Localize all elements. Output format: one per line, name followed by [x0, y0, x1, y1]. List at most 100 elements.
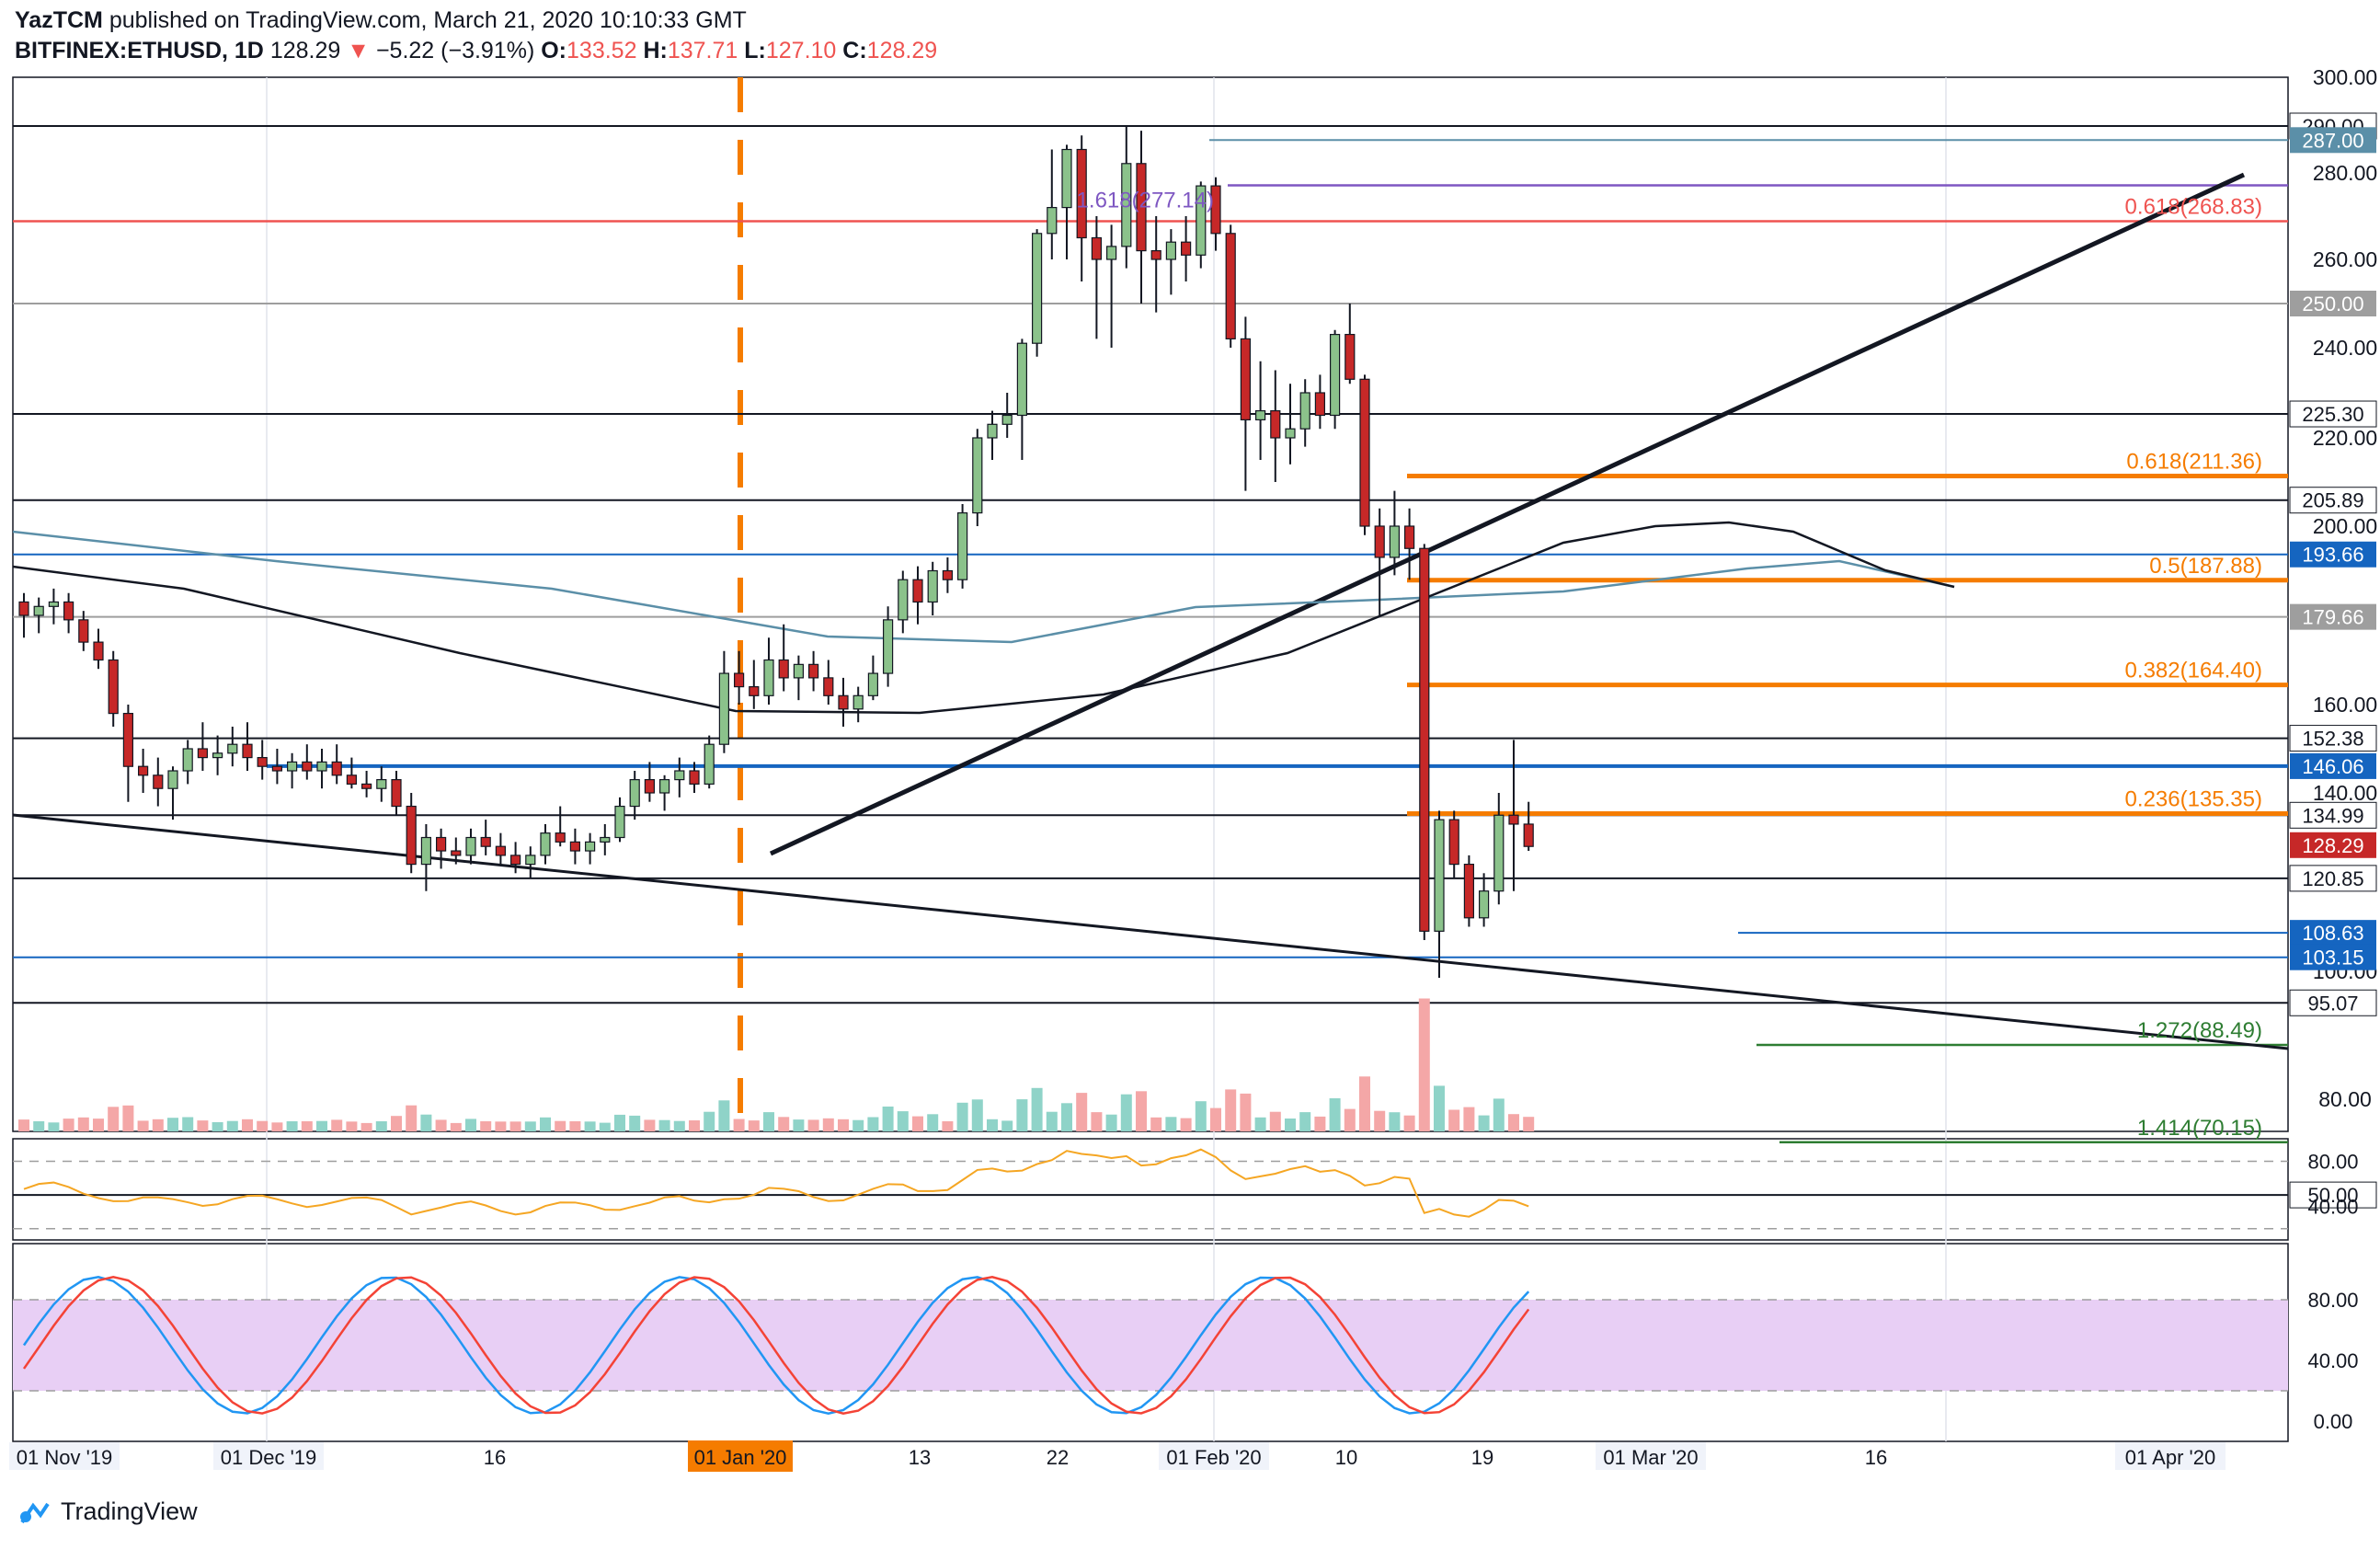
- volume-bar: [1285, 1119, 1296, 1131]
- time-tick-label: 19: [1471, 1446, 1493, 1469]
- footer: TradingView: [17, 1497, 198, 1526]
- candle-body: [376, 778, 387, 789]
- author[interactable]: YazTCM: [15, 7, 103, 33]
- price-tick-label: 300.00: [2313, 65, 2377, 89]
- brand-name[interactable]: TradingView: [61, 1497, 198, 1525]
- candle-body: [78, 619, 89, 643]
- date-bg: [1596, 1442, 1706, 1470]
- price-badge-label: 103.15: [2302, 947, 2363, 970]
- candle-body: [927, 569, 938, 603]
- volume-bar: [540, 1117, 551, 1131]
- price-axis[interactable]: 300.00290.00280.00260.00240.00220.00200.…: [2289, 65, 2377, 1111]
- candle-body: [48, 601, 60, 607]
- candle-body: [1403, 525, 1415, 549]
- stoch-tick-label: 0.00: [2314, 1410, 2353, 1433]
- volume-bar: [867, 1117, 879, 1131]
- volume-bar: [1403, 1115, 1415, 1131]
- stoch-tick-label: 80.00: [2307, 1289, 2358, 1312]
- price-badge-label: 250.00: [2302, 293, 2363, 316]
- date-bg: [9, 1442, 120, 1470]
- publish-line: YazTCM published on TradingView.com, Mar…: [15, 6, 2222, 36]
- price-badge: [2290, 752, 2376, 779]
- volume-bar: [1344, 1108, 1356, 1131]
- candle-body: [540, 832, 551, 856]
- volume-bar: [1434, 1085, 1445, 1131]
- candle-body: [420, 836, 431, 866]
- volume-bar: [480, 1121, 492, 1131]
- volume-bar: [509, 1121, 521, 1131]
- volume-bar: [346, 1121, 358, 1131]
- volume-bar: [1136, 1091, 1147, 1131]
- volume-bar: [137, 1120, 149, 1131]
- volume-bar: [1120, 1094, 1132, 1131]
- volume-bar: [614, 1114, 625, 1131]
- candle-body: [108, 659, 119, 715]
- volume-bar: [1389, 1112, 1401, 1131]
- price-badge: [2289, 487, 2377, 514]
- volume-bar: [942, 1121, 954, 1131]
- candle-body: [406, 805, 417, 866]
- candle-body: [287, 761, 298, 772]
- volume-bar: [316, 1120, 327, 1131]
- volume-bar: [1359, 1076, 1370, 1131]
- rsi-tick-label: 40.00: [2307, 1195, 2358, 1218]
- volume-bar: [182, 1117, 194, 1131]
- price-badge-label: 95.07: [2307, 992, 2358, 1015]
- candle-body: [451, 850, 462, 856]
- volume-bar: [1240, 1093, 1252, 1131]
- volume-bar: [465, 1119, 476, 1131]
- main-pane-frame: [12, 76, 2289, 1132]
- time-tick-label: 01 Apr '20: [2125, 1446, 2215, 1469]
- volume-bar: [897, 1111, 909, 1131]
- fib-label: 0.5(187.88): [2149, 554, 2262, 579]
- volume-bar: [778, 1117, 790, 1131]
- candle-body: [749, 685, 760, 696]
- candle-body: [1493, 814, 1505, 892]
- candle-body: [987, 423, 998, 439]
- volume-bar: [748, 1120, 760, 1131]
- volume-bar: [1180, 1118, 1192, 1131]
- volume-bar: [838, 1119, 849, 1131]
- volume-bar: [167, 1118, 178, 1131]
- volume-bar: [1269, 1111, 1281, 1131]
- volume-bar: [912, 1116, 923, 1131]
- stoch-k-line: [22, 1275, 1530, 1416]
- price-badge: [2289, 400, 2377, 428]
- price-tick-label: 240.00: [2313, 336, 2377, 360]
- time-tick-label: 10: [1335, 1446, 1357, 1469]
- price-badge: [2290, 127, 2376, 154]
- price-badge: [2290, 944, 2376, 970]
- volume-bar: [555, 1120, 566, 1131]
- volume-bar: [375, 1121, 387, 1131]
- symbol[interactable]: BITFINEX:ETHUSD, 1D: [15, 38, 264, 63]
- volume-bar: [406, 1105, 418, 1131]
- candle-body: [1076, 148, 1087, 239]
- time-axis[interactable]: 01 Nov '19 01 Dec '19 16 01 Jan '20 13 22 01 F…: [9, 1440, 2226, 1472]
- candles[interactable]: [18, 126, 1534, 978]
- candle-body: [153, 774, 164, 789]
- close-label: C:: [842, 38, 867, 63]
- volume-bar: [927, 1114, 939, 1131]
- candle-body: [838, 694, 849, 710]
- candle-body: [1180, 241, 1192, 256]
- date-bg: [1159, 1442, 1269, 1470]
- candle-body: [614, 805, 625, 839]
- candle-body: [1047, 207, 1058, 235]
- candle-body: [689, 770, 700, 785]
- volume-bar: [1001, 1120, 1013, 1131]
- ma-50-line: [12, 521, 1955, 715]
- open-value: 133.52: [566, 38, 637, 63]
- price-badge: [2290, 920, 2376, 947]
- stoch-band: [13, 1300, 2288, 1391]
- time-tick-label: 22: [1047, 1446, 1069, 1469]
- candle-body: [763, 659, 774, 696]
- candle-body: [1016, 342, 1028, 417]
- candle-body: [1196, 185, 1207, 256]
- candle-body: [555, 832, 566, 843]
- volume-bar: [599, 1122, 611, 1131]
- candle-body: [1165, 241, 1177, 260]
- price-badge-label: 128.29: [2302, 834, 2363, 857]
- candle-body: [182, 748, 193, 772]
- candle-body: [629, 778, 640, 808]
